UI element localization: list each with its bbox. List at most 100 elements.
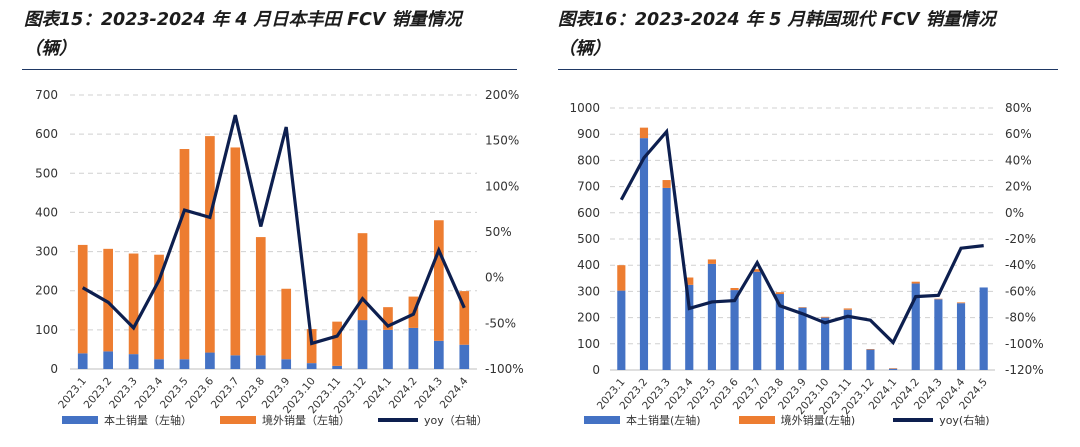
bar-overseas — [911, 281, 920, 284]
left-axis-tick-label: 300 — [577, 284, 600, 298]
bar-overseas — [459, 291, 470, 345]
title-divider — [558, 69, 1058, 70]
bar-domestic — [798, 307, 807, 370]
bar-overseas — [383, 307, 393, 330]
right-axis-tick-label: -100% — [485, 362, 524, 376]
right-axis-tick-label: 50% — [485, 225, 512, 239]
left-axis-tick-label: 200 — [35, 284, 58, 298]
bar-domestic — [979, 287, 988, 370]
bar-domestic — [357, 320, 368, 369]
left-axis-tick-label: 800 — [577, 153, 600, 167]
left-axis-tick-label: 600 — [35, 127, 58, 141]
bar-domestic — [332, 365, 342, 369]
x-axis-tick-label: 2024.4 — [438, 375, 471, 411]
legend-swatch-yoy — [893, 418, 934, 422]
bar-domestic — [866, 349, 875, 370]
legend-swatch-overseas — [738, 416, 775, 424]
bar-domestic — [179, 359, 190, 369]
bar-domestic — [434, 340, 444, 369]
right-axis-tick-label: -120% — [1005, 363, 1044, 377]
legend-label-yoy: yoy(右轴) — [939, 414, 990, 427]
left-axis-tick-label: 700 — [35, 88, 58, 102]
legend-item-domestic: 本土销量（左轴） — [62, 412, 192, 428]
bar-domestic — [730, 290, 739, 370]
bar-domestic — [956, 303, 966, 370]
right-axis-tick-label: -60% — [1005, 284, 1036, 298]
bar-domestic — [154, 359, 164, 369]
bar-domestic — [685, 284, 694, 370]
bar-domestic — [821, 317, 830, 370]
chart-title: 图表16：2023-2024 年 5 月韩国现代 FCV 销量情况 （辆） — [558, 10, 996, 59]
bar-overseas — [154, 254, 164, 360]
bar-domestic — [843, 309, 852, 370]
bar-domestic — [753, 271, 762, 370]
legend-item-domestic: 本土销量(左轴) — [584, 412, 701, 428]
left-axis-tick-label: 1000 — [569, 101, 600, 115]
legend-item-yoy: yoy(右轴) — [893, 412, 990, 428]
bar-overseas — [775, 292, 784, 295]
bar-domestic — [281, 359, 292, 369]
right-axis-tick-label: -40% — [1005, 258, 1036, 272]
left-axis-tick-label: 500 — [35, 166, 58, 180]
bar-overseas — [306, 329, 317, 364]
bar-domestic — [459, 344, 470, 369]
bar-domestic — [77, 353, 88, 369]
chart-panel-hyundai: 图表16：2023-2024 年 5 月韩国现代 FCV 销量情况 （辆） 0 1… — [540, 0, 1080, 447]
left-axis-tick-label: 500 — [577, 232, 600, 246]
right-axis-tick-label: -100% — [1005, 337, 1044, 351]
left-axis-tick-label: 400 — [577, 258, 600, 272]
bar-overseas — [434, 220, 444, 341]
chart-plot-area: 0 100 200 300 400 500 600 700 -100% -50% 0% 50% 100%… — [35, 88, 524, 416]
legend-label-overseas: 境外销量(左轴) — [780, 414, 856, 427]
bar-domestic — [205, 352, 215, 369]
right-axis-tick-label: 150% — [485, 134, 519, 148]
chart-panel-toyota: 图表15：2023-2024 年 4 月日本丰田 FCV 销量情况 （辆） 0 1… — [22, 10, 524, 428]
legend-swatch-domestic — [584, 416, 620, 424]
right-axis-tick-label: 200% — [485, 88, 519, 102]
right-axis-tick-label: -20% — [1005, 232, 1036, 246]
legend-swatch-yoy — [378, 418, 418, 422]
legend-label-yoy: yoy（右轴） — [424, 414, 488, 427]
bar-domestic — [230, 355, 241, 369]
left-axis-tick-label: 900 — [577, 127, 600, 141]
legend-item-overseas: 境外销量（左轴） — [220, 412, 350, 428]
bar-domestic — [911, 283, 920, 370]
bar-overseas — [332, 321, 342, 366]
bar-overseas — [230, 147, 241, 356]
left-axis-tick-label: 100 — [35, 323, 58, 337]
legend-label-domestic: 本土销量(左轴) — [626, 414, 701, 427]
legend-label-overseas: 境外销量（左轴） — [262, 414, 350, 427]
legend-item-overseas: 境外销量(左轴) — [738, 412, 856, 428]
bar-overseas — [128, 253, 139, 355]
bar-domestic — [128, 354, 139, 369]
right-axis-tick-label: -50% — [485, 316, 516, 330]
bar-overseas — [255, 237, 266, 356]
bar-domestic — [103, 351, 113, 369]
legend-swatch-domestic — [62, 416, 98, 424]
bar-overseas — [357, 233, 368, 321]
bar-domestic — [934, 299, 943, 370]
bar-overseas — [889, 368, 898, 369]
bar-domestic — [617, 290, 626, 370]
right-axis-tick-label: 40% — [1005, 153, 1032, 167]
bar-domestic — [383, 329, 393, 369]
bar-domestic — [408, 327, 419, 369]
left-axis-tick-label: 300 — [35, 245, 58, 259]
bar-domestic — [707, 263, 716, 370]
left-axis-tick-label: 200 — [577, 311, 600, 325]
chart-plot-area: 0 100 200 300 400 500 600 700 800 900 1000 -120% -10… — [569, 101, 1044, 417]
bar-overseas — [707, 259, 716, 264]
bar-domestic — [639, 138, 649, 370]
bar-overseas — [281, 288, 292, 360]
bar-overseas — [798, 307, 807, 308]
bar-overseas — [730, 287, 739, 291]
bar-overseas — [662, 180, 671, 188]
bar-domestic — [662, 187, 671, 370]
right-axis-tick-label: 100% — [485, 179, 519, 193]
legend-label-domestic: 本土销量（左轴） — [104, 414, 192, 427]
left-axis-tick-label: 0 — [592, 363, 600, 377]
bar-domestic — [255, 355, 266, 369]
left-axis-tick-label: 600 — [577, 206, 600, 220]
yoy-line — [619, 127, 984, 346]
bar-overseas — [753, 269, 762, 272]
